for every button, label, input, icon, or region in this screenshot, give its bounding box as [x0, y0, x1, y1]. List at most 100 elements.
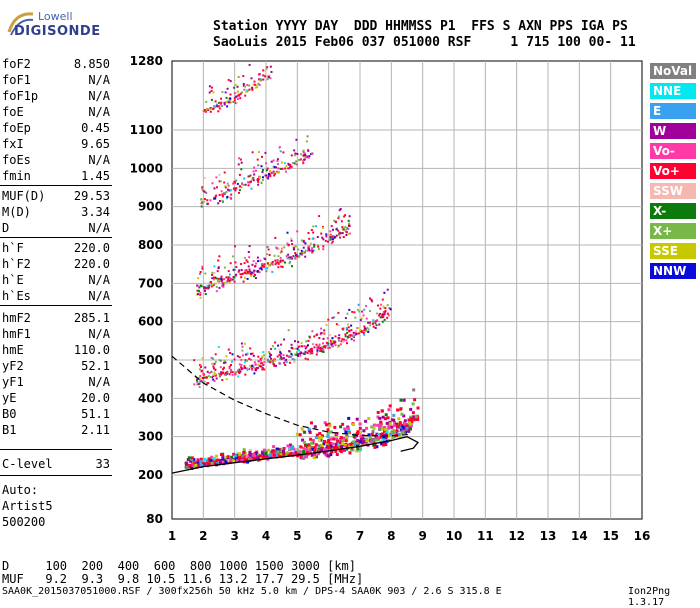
echo-point [206, 202, 209, 205]
echo-point [245, 91, 248, 93]
echo-point [383, 311, 386, 314]
echo-point [321, 347, 324, 350]
muf-curve [171, 355, 411, 437]
echo-point [230, 193, 233, 196]
echo-point [290, 446, 294, 450]
echo-point [215, 290, 218, 293]
echo-point [211, 362, 214, 365]
echo-point [336, 442, 340, 446]
echo-point [369, 310, 372, 312]
echo-point [289, 261, 292, 263]
param-row: foEs N/A [2, 153, 110, 168]
echo-point [188, 464, 192, 468]
echo-point [225, 197, 228, 200]
echo-point [186, 458, 190, 461]
echo-point [416, 406, 420, 410]
footer-file-row: SAA0K_2015037051000.RSF / 300fx256h 50 k… [2, 586, 502, 597]
echo-point [364, 434, 368, 438]
echo-point [217, 346, 220, 348]
echo-point [369, 297, 371, 300]
echo-point [227, 277, 230, 280]
echo-point [260, 362, 263, 365]
echo-point [220, 97, 222, 100]
echo-point [240, 366, 243, 369]
echo-point [359, 319, 362, 322]
echo-point [254, 363, 257, 366]
echo-point [254, 456, 258, 460]
echo-point [250, 271, 253, 274]
echo-point [196, 383, 199, 386]
echo-point [287, 453, 291, 457]
echo-point [365, 426, 369, 430]
echo-point [189, 459, 193, 463]
echo-point [215, 377, 218, 380]
echo-point [297, 353, 300, 356]
echo-point [198, 377, 201, 379]
echo-point [333, 316, 336, 319]
echo-point [316, 349, 319, 352]
echo-point [297, 449, 300, 453]
echo-point [266, 176, 269, 179]
echo-point [210, 461, 214, 465]
echo-point [276, 355, 279, 358]
echo-point [288, 361, 291, 364]
echo-point [238, 185, 241, 188]
echo-point [225, 96, 228, 99]
echo-point [300, 253, 303, 256]
echo-point [270, 357, 273, 360]
echo-point [310, 447, 314, 451]
param-row: D N/A [2, 221, 110, 236]
echo-point [262, 74, 265, 77]
echo-point [260, 181, 263, 184]
echo-point [264, 450, 268, 454]
echo-point [224, 91, 227, 94]
echo-point [216, 186, 218, 189]
echo-point [339, 236, 342, 239]
echo-point [280, 352, 283, 355]
echo-point [292, 161, 295, 164]
echo-point [218, 200, 221, 202]
echo-point [221, 282, 224, 284]
echo-point [387, 314, 390, 317]
echo-point [290, 343, 293, 346]
y-tick-label: 800 [138, 238, 163, 252]
echo-point [258, 271, 261, 274]
echo-point [322, 442, 326, 446]
echo-point [291, 445, 295, 449]
echo-point [298, 256, 301, 259]
echo-point [185, 465, 189, 469]
echo-point [228, 365, 231, 368]
echo-point [246, 460, 250, 464]
echo-point [382, 305, 385, 308]
echo-point [237, 90, 240, 93]
echo-point [322, 238, 325, 241]
echo-point [212, 365, 215, 368]
echo-point [254, 265, 257, 267]
echo-point [240, 276, 243, 279]
echo-point [257, 183, 260, 186]
echo-point [279, 251, 282, 254]
echo-point [282, 454, 286, 457]
param-value: 220.0 [73, 241, 110, 255]
echo-point [288, 355, 291, 358]
echo-point [259, 79, 262, 82]
echo-point [335, 437, 338, 441]
echo-point [232, 452, 236, 456]
echo-point [345, 328, 348, 331]
echo-point [307, 344, 309, 347]
echo-point [219, 359, 222, 362]
echo-point [371, 300, 374, 303]
echo-point [206, 284, 209, 287]
echo-point [242, 272, 245, 275]
echo-point [343, 228, 346, 231]
echo-point [238, 157, 241, 160]
echo-point [251, 178, 254, 181]
echo-point [212, 108, 215, 111]
echo-point [217, 267, 220, 270]
echo-point [284, 360, 287, 362]
echo-point [240, 367, 243, 370]
echo-point [363, 308, 366, 311]
echo-point [284, 261, 286, 264]
echo-point [342, 448, 346, 452]
echo-point [356, 308, 359, 311]
